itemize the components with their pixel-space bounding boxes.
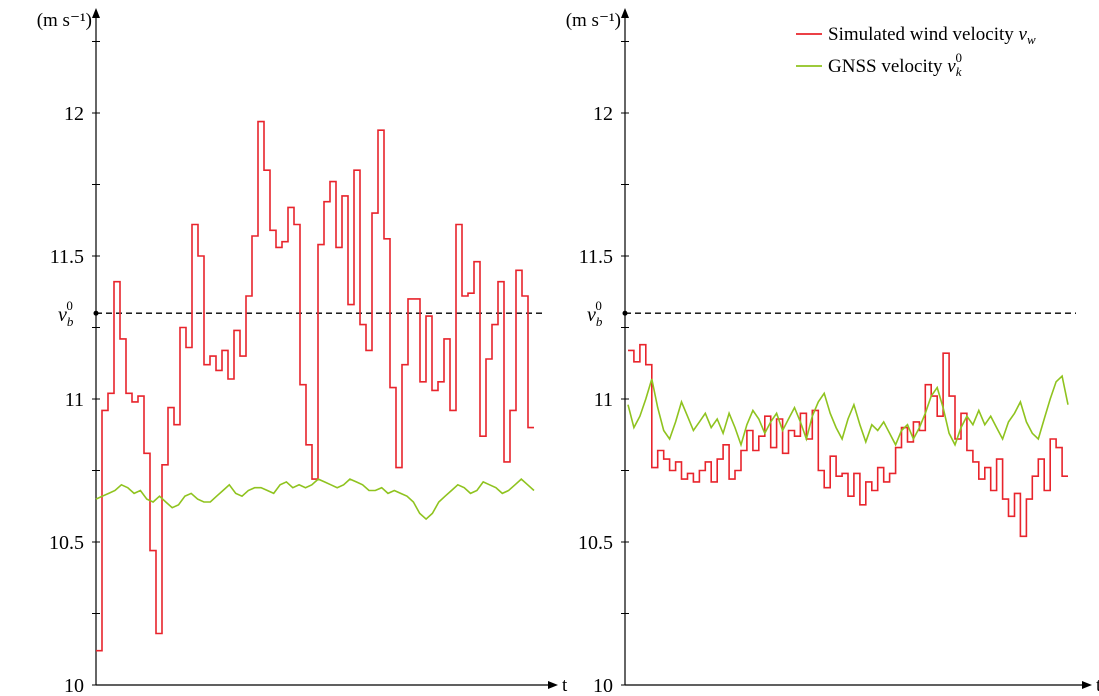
left-y-axis-label: (m s⁻¹) xyxy=(37,10,92,31)
left-reference-label: vb0 xyxy=(58,298,74,329)
right-y-tick-label: 10 xyxy=(593,675,613,696)
right-y-axis-label: (m s⁻¹) xyxy=(566,10,621,31)
right-y-tick-label: 10.5 xyxy=(578,532,613,554)
left-gnss-velocity-series xyxy=(95,478,535,521)
left-y-tick-label: 12 xyxy=(64,103,84,125)
left-panel: t (m s⁻¹) 10 10.5 11 11.5 12 vb0 xyxy=(37,8,568,696)
left-y-tick-label: 10 xyxy=(64,675,84,696)
left-x-axis-arrow xyxy=(548,681,558,689)
right-y-tick-label: 12 xyxy=(593,103,613,125)
left-y-tick-label: 10.5 xyxy=(49,532,84,554)
right-reference-marker xyxy=(622,310,628,316)
legend-entry: Simulated wind velocity vw xyxy=(828,24,1036,47)
legend: Simulated wind velocity vw GNSS velocity … xyxy=(796,24,1036,79)
right-gnss-velocity-series xyxy=(627,374,1069,448)
legend-entry: GNSS velocity vk0 xyxy=(828,50,962,79)
right-x-axis-arrow xyxy=(1082,681,1092,689)
right-wind-velocity-series xyxy=(628,343,1068,538)
right-y-axis-arrow xyxy=(621,8,629,18)
right-x-axis-label: t xyxy=(1096,675,1099,696)
right-y-tick-label: 11 xyxy=(594,389,613,411)
left-y-axis-arrow xyxy=(92,8,100,18)
right-reference-label: vb0 xyxy=(587,298,603,329)
right-y-tick-label: 11.5 xyxy=(579,246,613,268)
left-reference-marker xyxy=(93,310,99,316)
left-y-tick-label: 11.5 xyxy=(50,246,84,268)
left-x-axis-label: t xyxy=(562,675,568,696)
left-wind-velocity-series xyxy=(96,120,534,652)
left-y-tick-label: 11 xyxy=(65,389,84,411)
right-panel: t (m s⁻¹) 10 10.5 11 11.5 12 vb0 xyxy=(566,8,1099,696)
